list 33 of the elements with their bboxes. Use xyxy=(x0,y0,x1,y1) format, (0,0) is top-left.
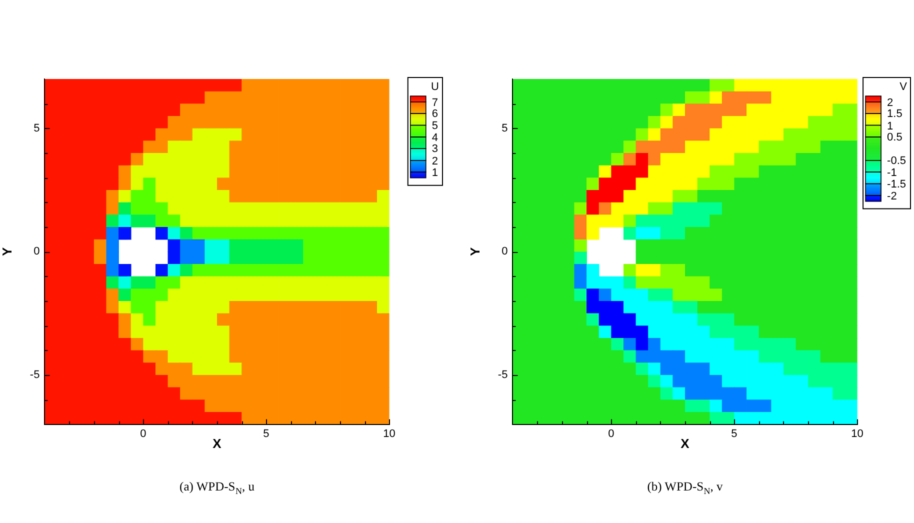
color-bar-label: -2 xyxy=(887,190,897,202)
y-tick-label: -5 xyxy=(498,369,508,382)
color-bar-label: -0.5 xyxy=(887,154,906,167)
y-tick-label: 5 xyxy=(502,122,508,134)
x-tick-label: 5 xyxy=(731,428,738,440)
color-bar-label: 3 xyxy=(432,143,438,156)
color-bar-title: U xyxy=(431,81,440,93)
x-tick-label: 10 xyxy=(851,428,864,440)
color-bar-label: 1 xyxy=(432,167,438,180)
color-bar-label: 1.5 xyxy=(887,108,902,120)
x-axis-title: X xyxy=(212,436,222,452)
color-bar-label: 5 xyxy=(432,120,438,132)
color-bar-label: -1.5 xyxy=(887,178,906,190)
y-tick-label: -5 xyxy=(30,369,40,382)
color-bar-label: 4 xyxy=(432,132,438,144)
color-bar-label: 2 xyxy=(432,155,438,168)
x-tick-label: 0 xyxy=(140,428,146,440)
y-axis-title: Y xyxy=(467,246,482,256)
color-bar-title: V xyxy=(900,81,908,93)
color-bar-label: -1 xyxy=(887,167,897,180)
x-axis-title: X xyxy=(680,436,690,452)
color-bar-label: 6 xyxy=(432,108,438,120)
x-tick-label: 0 xyxy=(608,428,614,440)
y-axis-title: Y xyxy=(0,246,14,256)
color-bar-label: 0.5 xyxy=(887,131,902,144)
y-tick-label: 5 xyxy=(34,122,40,134)
color-bar-label: 7 xyxy=(432,96,438,109)
color-bar-label: 1 xyxy=(887,120,894,132)
x-tick-label: 5 xyxy=(263,428,270,440)
y-tick-label: 0 xyxy=(34,246,40,258)
color-bar-label: 2 xyxy=(887,96,894,109)
x-tick-label: 10 xyxy=(383,428,396,440)
y-tick-label: 0 xyxy=(502,246,508,258)
